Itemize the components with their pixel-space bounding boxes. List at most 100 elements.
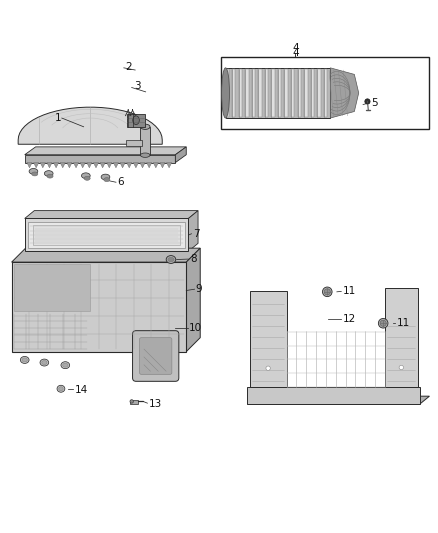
Polygon shape: [47, 163, 52, 168]
Ellipse shape: [399, 365, 403, 370]
Bar: [278, 69, 281, 117]
Bar: [25, 219, 188, 251]
Text: 3: 3: [134, 81, 141, 91]
Polygon shape: [18, 107, 162, 144]
Polygon shape: [25, 147, 186, 155]
Bar: [311, 69, 314, 117]
Polygon shape: [53, 163, 59, 168]
Polygon shape: [186, 248, 200, 352]
Text: 2: 2: [125, 61, 132, 71]
Ellipse shape: [266, 366, 270, 370]
Bar: [324, 69, 327, 117]
Bar: [245, 69, 249, 117]
Bar: [12, 262, 186, 352]
Polygon shape: [147, 163, 152, 168]
Ellipse shape: [61, 362, 70, 369]
Bar: [141, 127, 150, 155]
Text: 8: 8: [190, 254, 197, 264]
Bar: [247, 387, 420, 404]
Ellipse shape: [20, 357, 29, 364]
Polygon shape: [80, 163, 85, 168]
Polygon shape: [166, 163, 172, 168]
Bar: [221, 57, 428, 129]
Ellipse shape: [133, 116, 139, 125]
Bar: [317, 69, 321, 117]
Polygon shape: [226, 68, 330, 118]
Polygon shape: [14, 264, 90, 311]
Ellipse shape: [84, 176, 90, 180]
Polygon shape: [60, 163, 65, 168]
Polygon shape: [67, 163, 72, 168]
Text: 4: 4: [292, 43, 299, 53]
Ellipse shape: [130, 400, 134, 403]
Ellipse shape: [324, 289, 330, 295]
Ellipse shape: [168, 257, 174, 262]
Ellipse shape: [47, 174, 53, 178]
Bar: [272, 69, 275, 117]
Polygon shape: [330, 68, 359, 118]
Ellipse shape: [222, 68, 230, 118]
Ellipse shape: [141, 153, 150, 157]
Bar: [258, 69, 261, 117]
Polygon shape: [40, 163, 46, 168]
Polygon shape: [127, 163, 132, 168]
Polygon shape: [87, 163, 92, 168]
Text: 10: 10: [189, 324, 202, 334]
Bar: [252, 69, 255, 117]
Ellipse shape: [29, 168, 38, 174]
Polygon shape: [27, 163, 32, 168]
Text: 11: 11: [343, 286, 356, 296]
Polygon shape: [153, 163, 159, 168]
Polygon shape: [247, 396, 429, 404]
Ellipse shape: [166, 256, 176, 263]
Text: 9: 9: [196, 284, 202, 294]
Text: 14: 14: [75, 385, 88, 394]
Ellipse shape: [63, 363, 68, 367]
Bar: [265, 69, 268, 117]
Bar: [127, 140, 142, 147]
Bar: [33, 225, 180, 245]
Polygon shape: [100, 163, 105, 168]
Polygon shape: [25, 211, 198, 219]
Polygon shape: [107, 163, 112, 168]
Ellipse shape: [378, 318, 388, 328]
Ellipse shape: [57, 385, 65, 392]
Ellipse shape: [104, 177, 110, 182]
Ellipse shape: [32, 172, 38, 176]
Text: 5: 5: [371, 98, 378, 108]
Text: 4: 4: [292, 47, 299, 58]
Bar: [304, 69, 307, 117]
Polygon shape: [93, 163, 99, 168]
Text: 12: 12: [343, 314, 356, 324]
Bar: [285, 69, 288, 117]
Ellipse shape: [380, 320, 386, 326]
Ellipse shape: [40, 359, 49, 366]
Bar: [297, 69, 301, 117]
Polygon shape: [133, 163, 138, 168]
Ellipse shape: [44, 171, 53, 176]
Polygon shape: [160, 163, 165, 168]
Polygon shape: [188, 211, 198, 251]
Bar: [232, 69, 236, 117]
Polygon shape: [74, 163, 79, 168]
Bar: [291, 69, 294, 117]
Ellipse shape: [22, 358, 27, 362]
Polygon shape: [113, 163, 119, 168]
Bar: [226, 69, 229, 117]
Bar: [130, 400, 138, 404]
Ellipse shape: [365, 99, 370, 104]
Polygon shape: [140, 163, 145, 168]
Text: 1: 1: [54, 113, 61, 123]
Bar: [239, 69, 242, 117]
Bar: [385, 288, 418, 387]
FancyBboxPatch shape: [133, 330, 179, 381]
Polygon shape: [34, 163, 39, 168]
Ellipse shape: [59, 387, 63, 391]
Polygon shape: [175, 147, 186, 163]
Text: 13: 13: [149, 399, 162, 409]
Ellipse shape: [42, 361, 47, 365]
Bar: [25, 155, 175, 163]
Polygon shape: [120, 163, 125, 168]
Bar: [250, 292, 287, 387]
Text: 11: 11: [397, 318, 410, 328]
